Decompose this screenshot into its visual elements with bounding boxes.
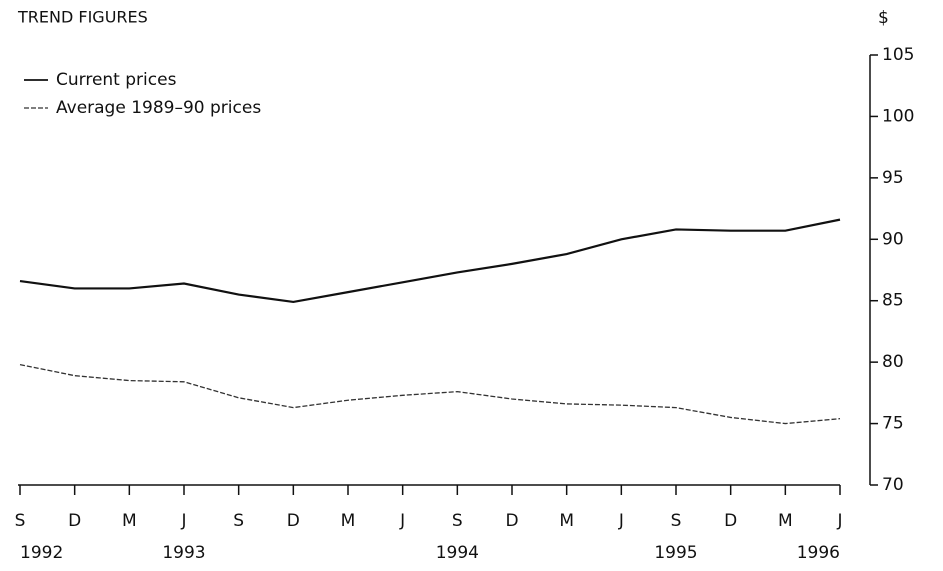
year-label: 1995 (654, 543, 697, 563)
x-tick-label: M (122, 511, 137, 531)
x-tick-label: J (180, 511, 186, 531)
x-tick-label: S (671, 511, 682, 531)
y-tick-label: 85 (882, 291, 904, 311)
x-tick-label: M (559, 511, 574, 531)
year-label: 1994 (436, 543, 479, 563)
year-label: 1993 (162, 543, 205, 563)
x-tick-label: M (341, 511, 356, 531)
series-line (19, 218, 841, 304)
x-tick-label: D (287, 511, 300, 531)
legend-label: Average 1989–90 prices (56, 98, 261, 118)
year-label: 1996 (797, 543, 840, 563)
x-tick-label: M (778, 511, 793, 531)
y-tick-label: 100 (882, 106, 914, 126)
series-line (19, 363, 841, 425)
y-tick-label: 105 (882, 45, 914, 65)
x-tick-label: S (452, 511, 463, 531)
x-tick-label: S (15, 511, 26, 531)
year-label: 1992 (20, 543, 63, 563)
x-tick-label: J (399, 511, 405, 531)
y-tick-label: 75 (882, 414, 904, 434)
y-tick-label: 70 (882, 475, 904, 495)
x-tick-label: J (618, 511, 624, 531)
y-tick-label: 95 (882, 168, 904, 188)
x-tick-label: D (505, 511, 518, 531)
legend-label: Current prices (56, 70, 177, 90)
x-tick-label: S (233, 511, 244, 531)
y-tick-label: 80 (882, 352, 904, 372)
y-tick-label: 90 (882, 229, 904, 249)
x-tick-label: D (724, 511, 737, 531)
y-axis-label: $ (878, 8, 889, 28)
x-tick-label: J (836, 511, 842, 531)
x-tick-label: D (68, 511, 81, 531)
chart-title: TREND FIGURES (17, 8, 148, 27)
